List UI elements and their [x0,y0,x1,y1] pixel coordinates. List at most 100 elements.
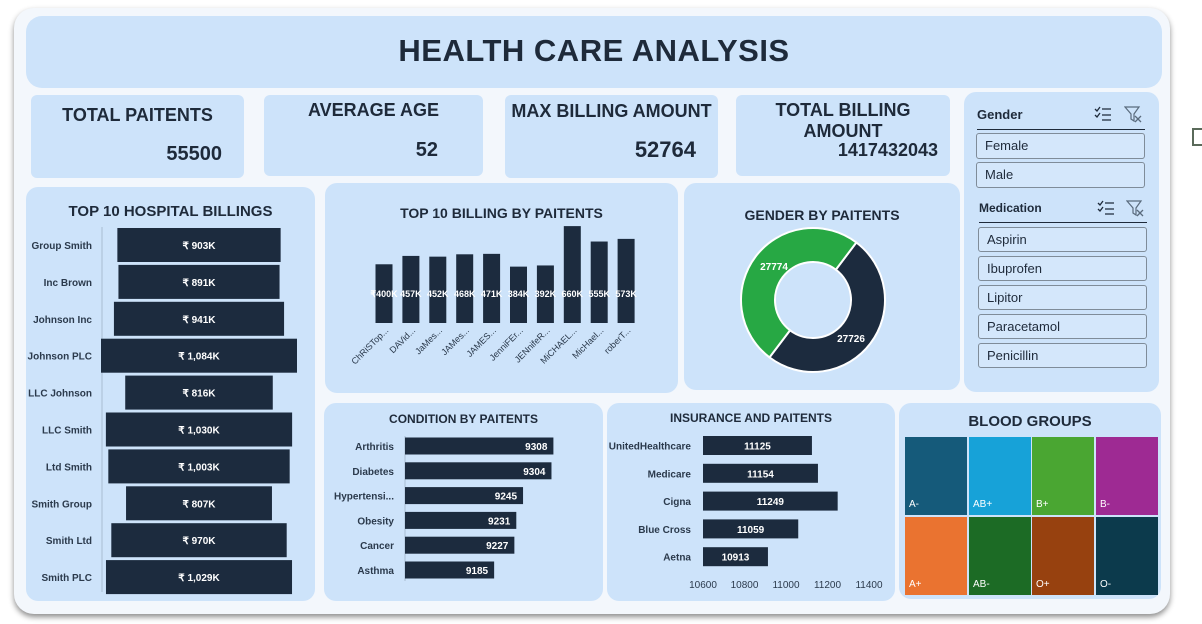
dashboard-title: HEALTH CARE ANALYSIS [398,33,790,68]
kpi-label: TOTAL BILLING AMOUNT [775,100,911,141]
kpi-average-age: AVERAGE AGE 52 [264,95,483,176]
blood-group-label: O- [1100,579,1112,590]
chart-title: CONDITION BY PAITENTS [389,412,538,426]
clear-filter-icon[interactable] [1126,199,1144,217]
kpi-label: MAX BILLING AMOUNT [511,101,712,121]
data-label: 27774 [760,262,788,273]
blood-group-tile: B- [1096,437,1158,515]
bar [402,255,420,323]
donut-slice-female [768,241,886,373]
category-label: Asthma [357,566,394,577]
bar [405,561,495,579]
bar [703,491,838,511]
slicer-item-ibuprofen[interactable]: Ibuprofen [978,256,1147,281]
bar [405,536,515,554]
kpi-max-billing: MAX BILLING AMOUNT 52764 [505,95,718,178]
kpi-value: 55500 [166,143,222,165]
data-label: ₹ 1,030K [178,426,220,437]
bar [703,519,799,539]
chart-title: GENDER BY PAITENTS [744,207,900,223]
bar [536,265,554,323]
condition-chart: Arthritis 9308 Diabetes 9304 Hypertensi... 92… [334,436,554,581]
slicer-item-female[interactable]: Female [976,133,1145,159]
bar [456,254,474,323]
chart-title: TOP 10 HOSPITAL BILLINGS [68,203,273,220]
category-label: Aetna [663,553,691,564]
kpi-total-billing: TOTAL BILLING AMOUNT 1417432043 [736,95,950,176]
chart-title: INSURANCE AND PAITENTS [669,411,832,425]
data-label: 384K [508,289,530,299]
bar [563,226,581,323]
category-label: Obesity [357,516,394,527]
bar [703,463,818,483]
blood-group-tile: O- [1096,517,1158,595]
slicer-item-aspirin[interactable]: Aspirin [978,227,1147,252]
blood-group-label: B+ [1036,499,1049,510]
kpi-value: 52764 [634,137,696,162]
multi-select-icon[interactable] [1094,105,1112,123]
data-label: 555K [588,289,610,299]
slicer-divider [979,222,1147,223]
chart-title: TOP 10 BILLING BY PAITENTS [400,205,603,221]
bar [375,264,393,323]
data-label: 11059 [737,525,765,536]
bar [405,437,554,455]
bar [117,228,281,262]
category-label: Blue Cross [638,525,691,536]
blood-group-tile: A+ [905,517,967,595]
bar [111,523,287,558]
slicer-item-paracetamol[interactable]: Paracetamol [978,314,1147,339]
slicer-panel: Gender Female Male Medication Aspirin Ib… [964,92,1159,392]
slicer-item-penicillin[interactable]: Penicillin [978,343,1147,368]
insurance-panel: INSURANCE AND PAITENTS UnitedHealthcare 1… [607,403,895,601]
bar [590,241,608,323]
data-label: 471K [481,289,503,299]
category-label: LLC Smith [42,426,92,437]
data-label: 573K [615,289,637,299]
category-label: ChRiSTop... [349,325,390,366]
data-label: ₹ 903K [182,241,216,252]
tick-label: 10800 [731,580,759,591]
bar [703,547,768,567]
bar [405,462,552,480]
multi-select-icon[interactable] [1097,199,1115,217]
slicer-item-male[interactable]: Male [976,162,1145,188]
tick-label: 11400 [855,580,883,591]
category-label: Cancer [360,541,394,552]
tick-label: 11000 [772,580,800,591]
category-label: UnitedHealthcare [609,442,692,453]
donut-slice-male [739,226,858,359]
category-label: JaMes... [413,325,444,356]
data-label: 11154 [747,469,774,480]
slicer-divider [977,129,1145,130]
data-label: 10913 [722,553,750,564]
bar [405,511,517,529]
data-label: 9304 [523,467,546,478]
clear-filter-icon[interactable] [1124,105,1142,123]
bar [105,560,293,595]
blood-group-label: AB- [973,579,990,590]
category-label: Johnson PLC [28,352,92,363]
bar [125,375,273,410]
blood-group-tile: AB- [969,517,1031,595]
blood-group-tile: B+ [1032,437,1094,515]
medication-slicer-title: Medication [979,201,1042,215]
data-label: ₹ 891K [182,278,216,289]
bar [118,264,280,299]
kpi-total-patients: TOTAL PAITENTS 55500 [31,95,244,178]
bar [108,449,290,484]
category-label: Inc Brown [44,278,92,289]
tick-label: 10600 [689,580,717,591]
data-label: 392K [535,289,557,299]
slicer-item-lipitor[interactable]: Lipitor [978,285,1147,310]
chart-title: BLOOD GROUPS [968,413,1092,430]
edge-checkbox[interactable] [1192,128,1202,146]
category-label: Medicare [648,469,692,480]
data-label: 9227 [486,541,509,552]
blood-group-tile: A- [905,437,967,515]
category-label: Cigna [663,497,691,508]
category-label: Smith Ltd [46,536,92,547]
data-label: 9245 [495,492,518,503]
data-label: 660K [562,289,584,299]
blood-group-label: A- [909,499,919,510]
